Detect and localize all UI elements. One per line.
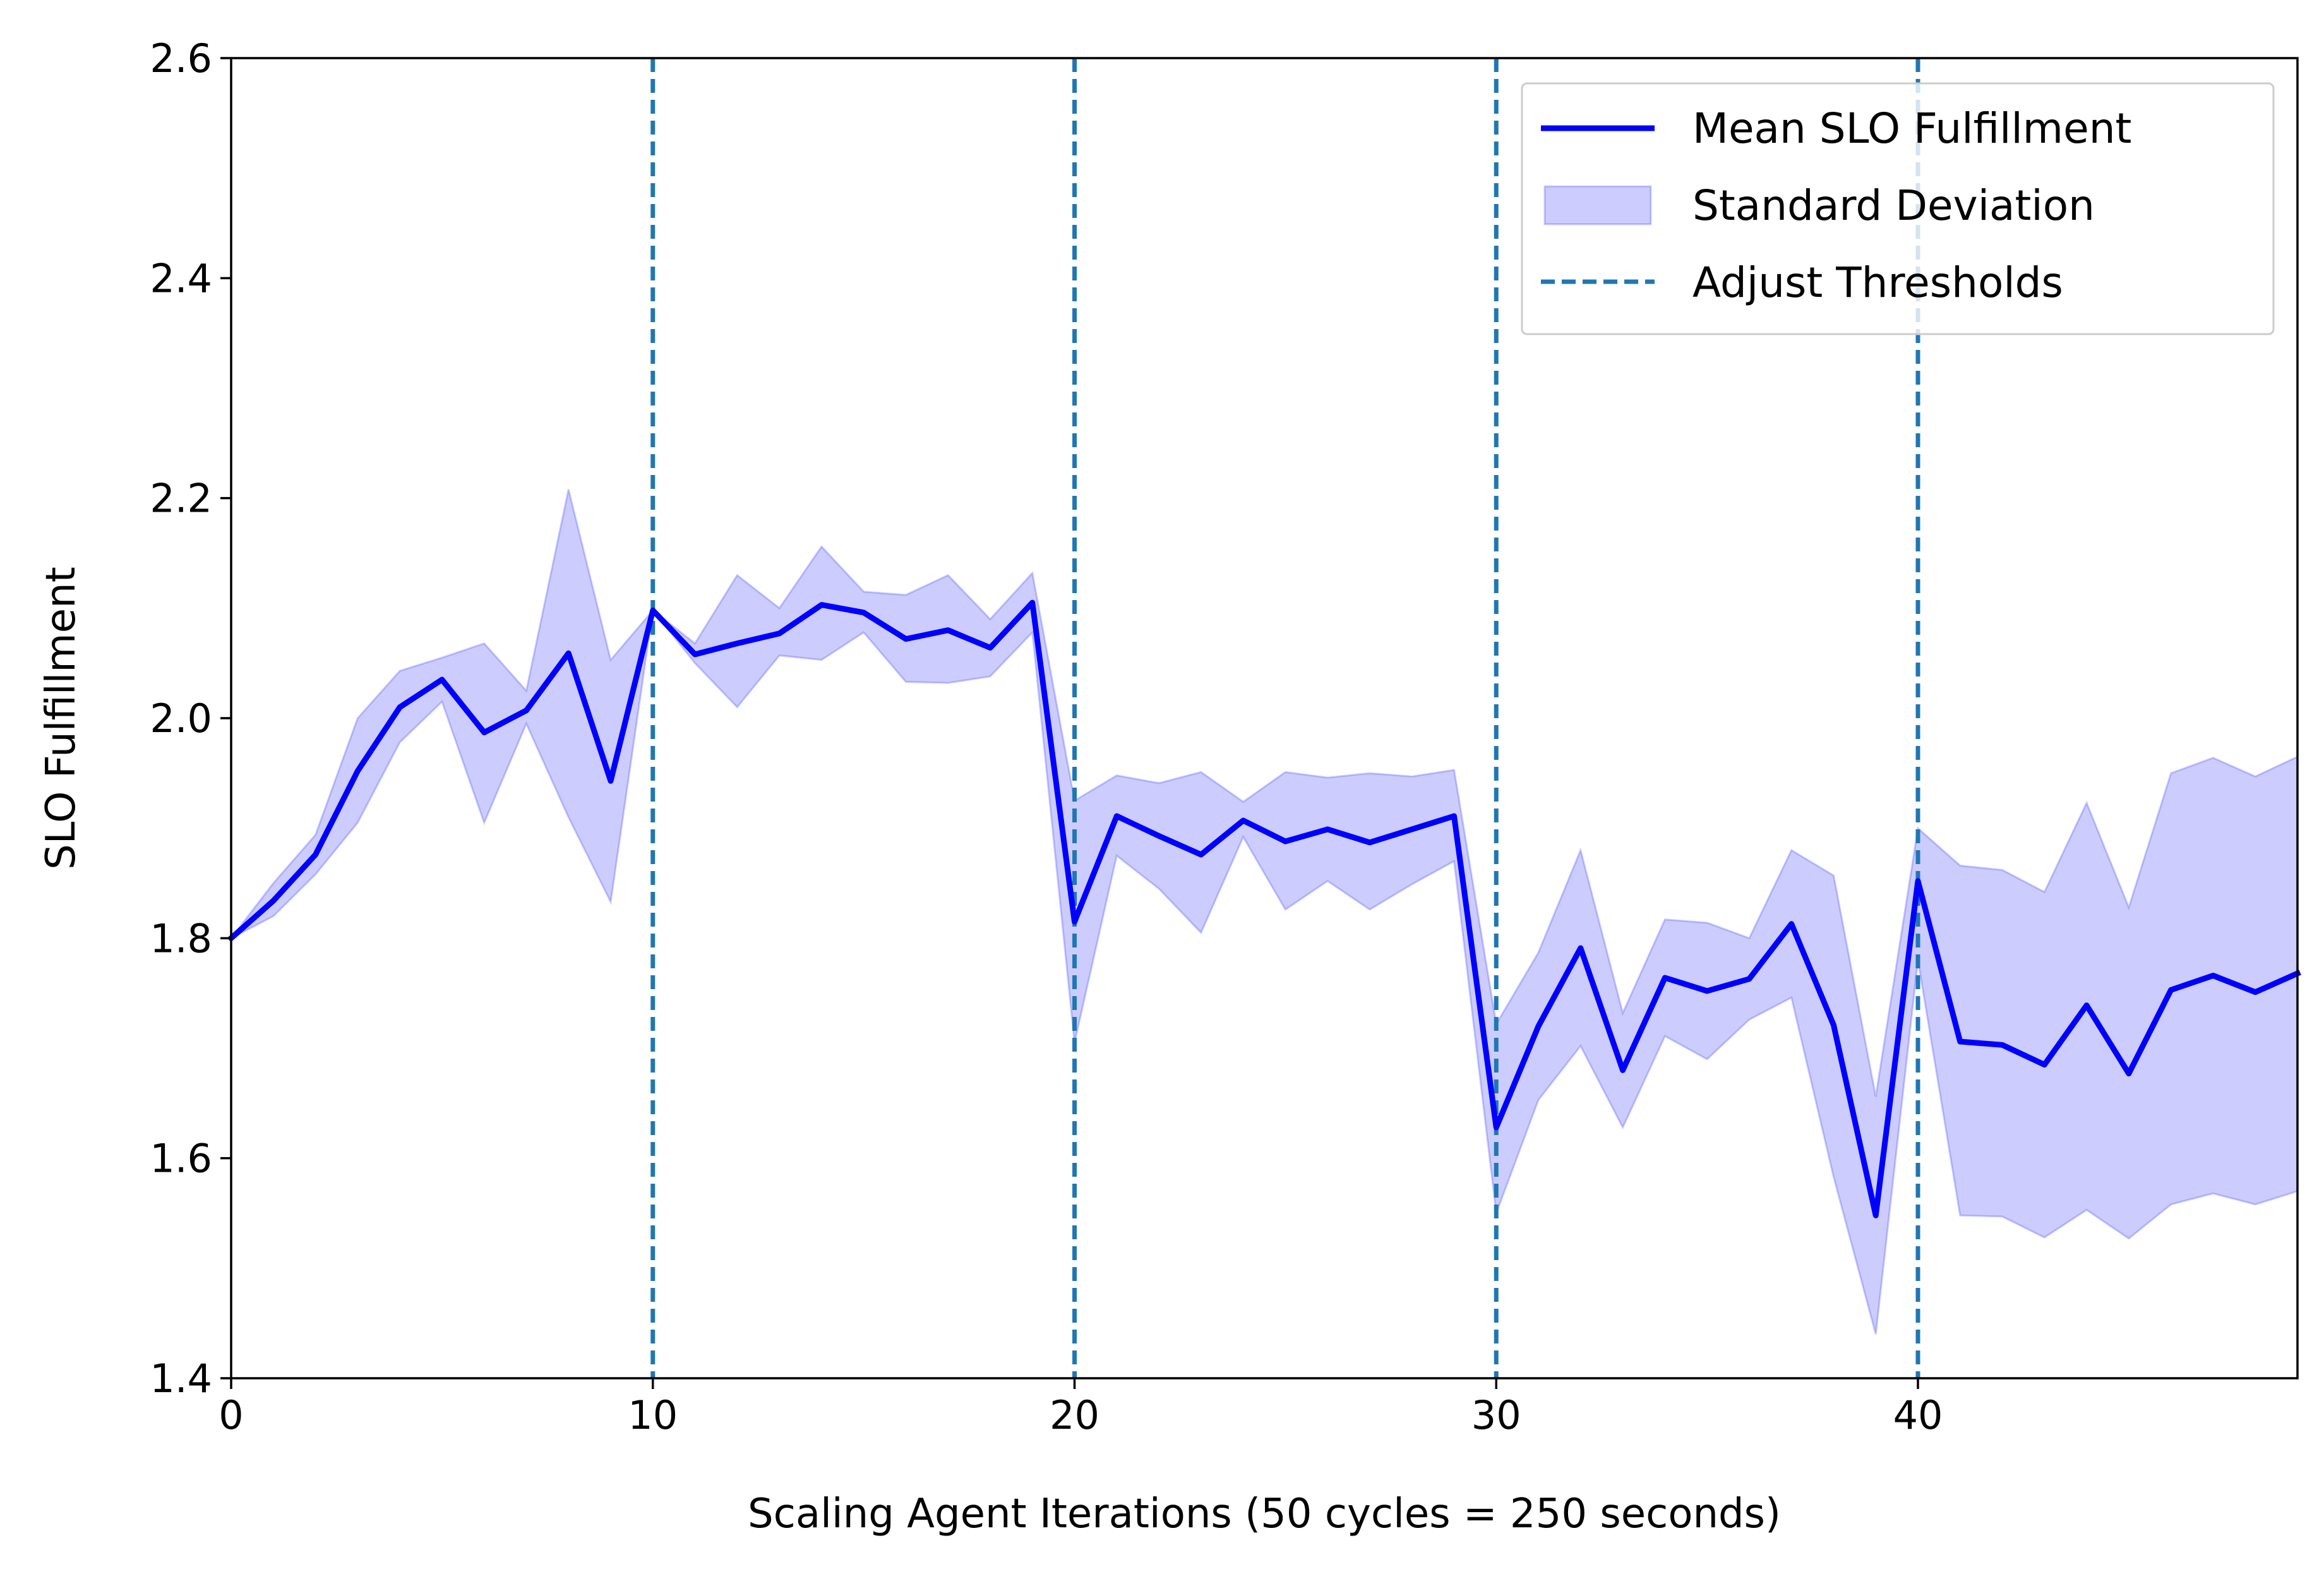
mean-slo-point <box>1411 829 1413 830</box>
mean-slo-point <box>441 679 443 680</box>
mean-slo-point <box>1580 947 1581 949</box>
mean-slo-point <box>779 633 780 634</box>
mean-slo-point <box>2255 992 2256 993</box>
mean-slo-point <box>1074 921 1075 922</box>
y-tick-label: 1.8 <box>150 915 212 961</box>
x-tick-label: 0 <box>219 1392 243 1438</box>
mean-slo-point <box>2171 989 2172 990</box>
mean-slo-point <box>273 900 274 901</box>
mean-slo-point <box>1243 820 1244 821</box>
x-axis-ticks: 0 10 20 30 40 <box>219 1378 1943 1438</box>
mean-slo-point <box>1369 842 1370 843</box>
mean-slo-point <box>1664 977 1665 978</box>
mean-slo-point <box>1538 1026 1539 1027</box>
mean-slo-point <box>315 854 316 855</box>
mean-slo-line <box>227 599 2301 1218</box>
mean-slo-point <box>399 707 400 708</box>
mean-slo-point <box>1032 602 1033 603</box>
mean-slo-point <box>1960 1041 1961 1042</box>
mean-slo-point <box>1875 1215 1876 1216</box>
mean-slo-point <box>736 643 738 644</box>
mean-slo-point <box>821 604 822 606</box>
x-axis-label: Scaling Agent Iterations (50 cycles = 25… <box>748 1491 1781 1537</box>
y-tick-label: 2.6 <box>150 35 212 81</box>
mean-slo-point <box>525 710 527 711</box>
mean-slo-point <box>1706 990 1708 992</box>
mean-slo-point <box>990 647 991 649</box>
mean-slo-point <box>695 654 696 655</box>
mean-slo-point <box>652 610 654 611</box>
mean-slo-point <box>1833 1025 1834 1026</box>
mean-slo-point <box>1917 881 1919 882</box>
mean-slo-point <box>357 771 358 772</box>
mean-slo-point <box>568 652 569 654</box>
legend: Mean SLO Fulfillment Standard Deviation … <box>1521 82 2275 335</box>
mean-slo-point <box>2128 1073 2129 1074</box>
mean-slo-point <box>1158 835 1159 836</box>
x-tick-label: 40 <box>1893 1392 1943 1438</box>
mean-slo-point <box>2086 1005 2087 1006</box>
y-tick-label: 2.2 <box>150 476 212 522</box>
mean-slo-point <box>610 780 611 781</box>
y-tick-label: 1.6 <box>150 1136 212 1182</box>
legend-std-label: Standard Deviation <box>1692 181 2095 230</box>
y-tick-label: 2.0 <box>150 695 212 742</box>
mean-slo-point <box>947 630 949 631</box>
mean-slo-point <box>1495 1127 1497 1128</box>
mean-slo-point <box>2044 1064 2045 1066</box>
mean-slo-point <box>1327 829 1328 830</box>
mean-slo-point <box>1285 841 1286 842</box>
mean-slo-point <box>1453 815 1454 817</box>
y-tick-label: 2.4 <box>150 255 212 301</box>
mean-slo-point <box>1201 854 1202 855</box>
mean-slo-point <box>2212 975 2213 977</box>
mean-slo-point <box>1116 815 1117 817</box>
mean-slo-point <box>1622 1069 1624 1071</box>
mean-slo-point <box>2002 1044 2003 1045</box>
legend-box <box>1521 82 2275 335</box>
y-axis-label: SLO Fulfillment <box>38 567 85 870</box>
legend-threshold-label: Adjust Thresholds <box>1692 258 2063 307</box>
x-tick-label: 20 <box>1050 1392 1099 1438</box>
x-tick-label: 10 <box>628 1392 678 1438</box>
y-axis-ticks: 1.4 1.6 1.8 2.0 2.2 2.4 2.6 <box>150 35 231 1402</box>
mean-slo-point <box>905 639 906 640</box>
legend-std-band-swatch <box>1543 185 1652 225</box>
mean-slo-point <box>863 612 865 613</box>
mean-slo-point <box>1791 923 1792 925</box>
y-tick-label: 1.4 <box>150 1356 212 1402</box>
mean-slo-point <box>1749 978 1750 980</box>
series-layer <box>227 599 2301 1218</box>
x-tick-label: 30 <box>1471 1392 1521 1438</box>
legend-mean-label: Mean SLO Fulfillment <box>1692 104 2131 153</box>
mean-slo-point <box>484 732 485 733</box>
